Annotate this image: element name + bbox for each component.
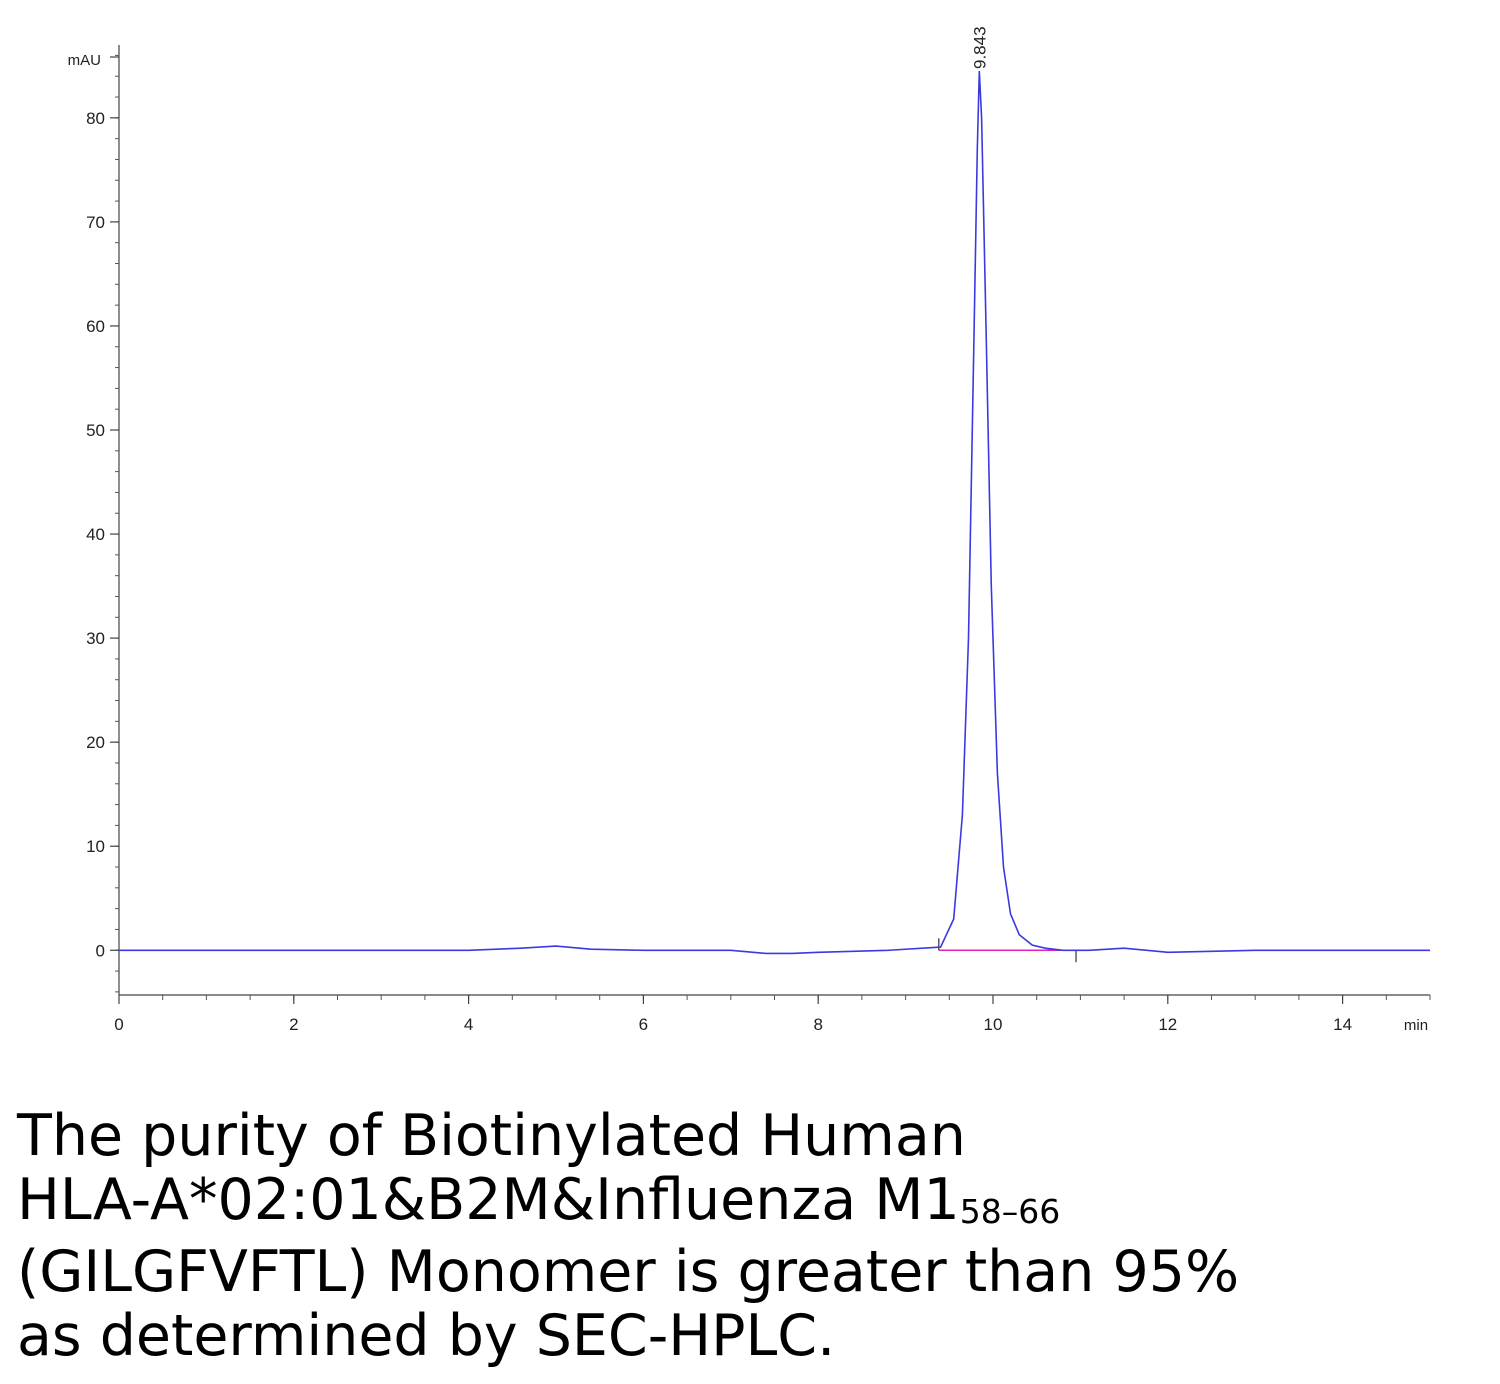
axes [118, 45, 1430, 996]
caption-line-2-text: HLA-A*02:01&B2M&Influenza M1 [17, 1167, 960, 1233]
peak-retention-label: 9.843 [970, 26, 989, 69]
caption-line-2: HLA-A*02:01&B2M&Influenza M158–66 [17, 1168, 1477, 1240]
y-tick-label: 30 [86, 629, 105, 648]
x-tick-label: 6 [639, 1015, 648, 1034]
y-tick-label: 10 [86, 837, 105, 856]
x-tick-label: 8 [813, 1015, 822, 1034]
x-tick-label: 10 [984, 1015, 1003, 1034]
y-tick-label: 20 [86, 733, 105, 752]
integration-markers [938, 938, 1077, 963]
chromatogram-trace [119, 70, 1430, 955]
caption-line-1: The purity of Biotinylated Human [17, 1103, 966, 1169]
y-tick-label: 0 [96, 941, 105, 960]
y-tick-label: 50 [86, 421, 105, 440]
x-tick-label: 0 [114, 1015, 123, 1034]
y-axis-unit: mAU [68, 52, 101, 69]
y-tick-label: 70 [86, 213, 105, 232]
y-tick-label: 40 [86, 525, 105, 544]
x-tick-label: 2 [289, 1015, 298, 1034]
figure-caption: The purity of Biotinylated Human HLA-A*0… [17, 1104, 1477, 1368]
x-tick-label: 12 [1158, 1015, 1177, 1034]
x-tick-label: 4 [464, 1015, 473, 1034]
tick-marks [110, 54, 1431, 1004]
caption-subscript: 58–66 [959, 1192, 1061, 1231]
x-axis-unit: min [1404, 1017, 1428, 1034]
tick-labels: 0 10 20 30 40 50 60 70 80 0 2 4 6 8 10 12 14 [86, 109, 1352, 1034]
x-tick-label: 14 [1333, 1015, 1352, 1034]
y-tick-label: 60 [86, 317, 105, 336]
caption-line-3: (GILGFVFTL) Monomer is greater than 95% [17, 1239, 1240, 1305]
caption-line-4: as determined by SEC-HPLC. [17, 1303, 836, 1369]
chromatogram-chart: 0 10 20 30 40 50 60 70 80 0 2 4 6 8 10 12 14 9.843 mAU m… [68, 26, 1431, 1034]
y-tick-label: 80 [86, 109, 105, 128]
